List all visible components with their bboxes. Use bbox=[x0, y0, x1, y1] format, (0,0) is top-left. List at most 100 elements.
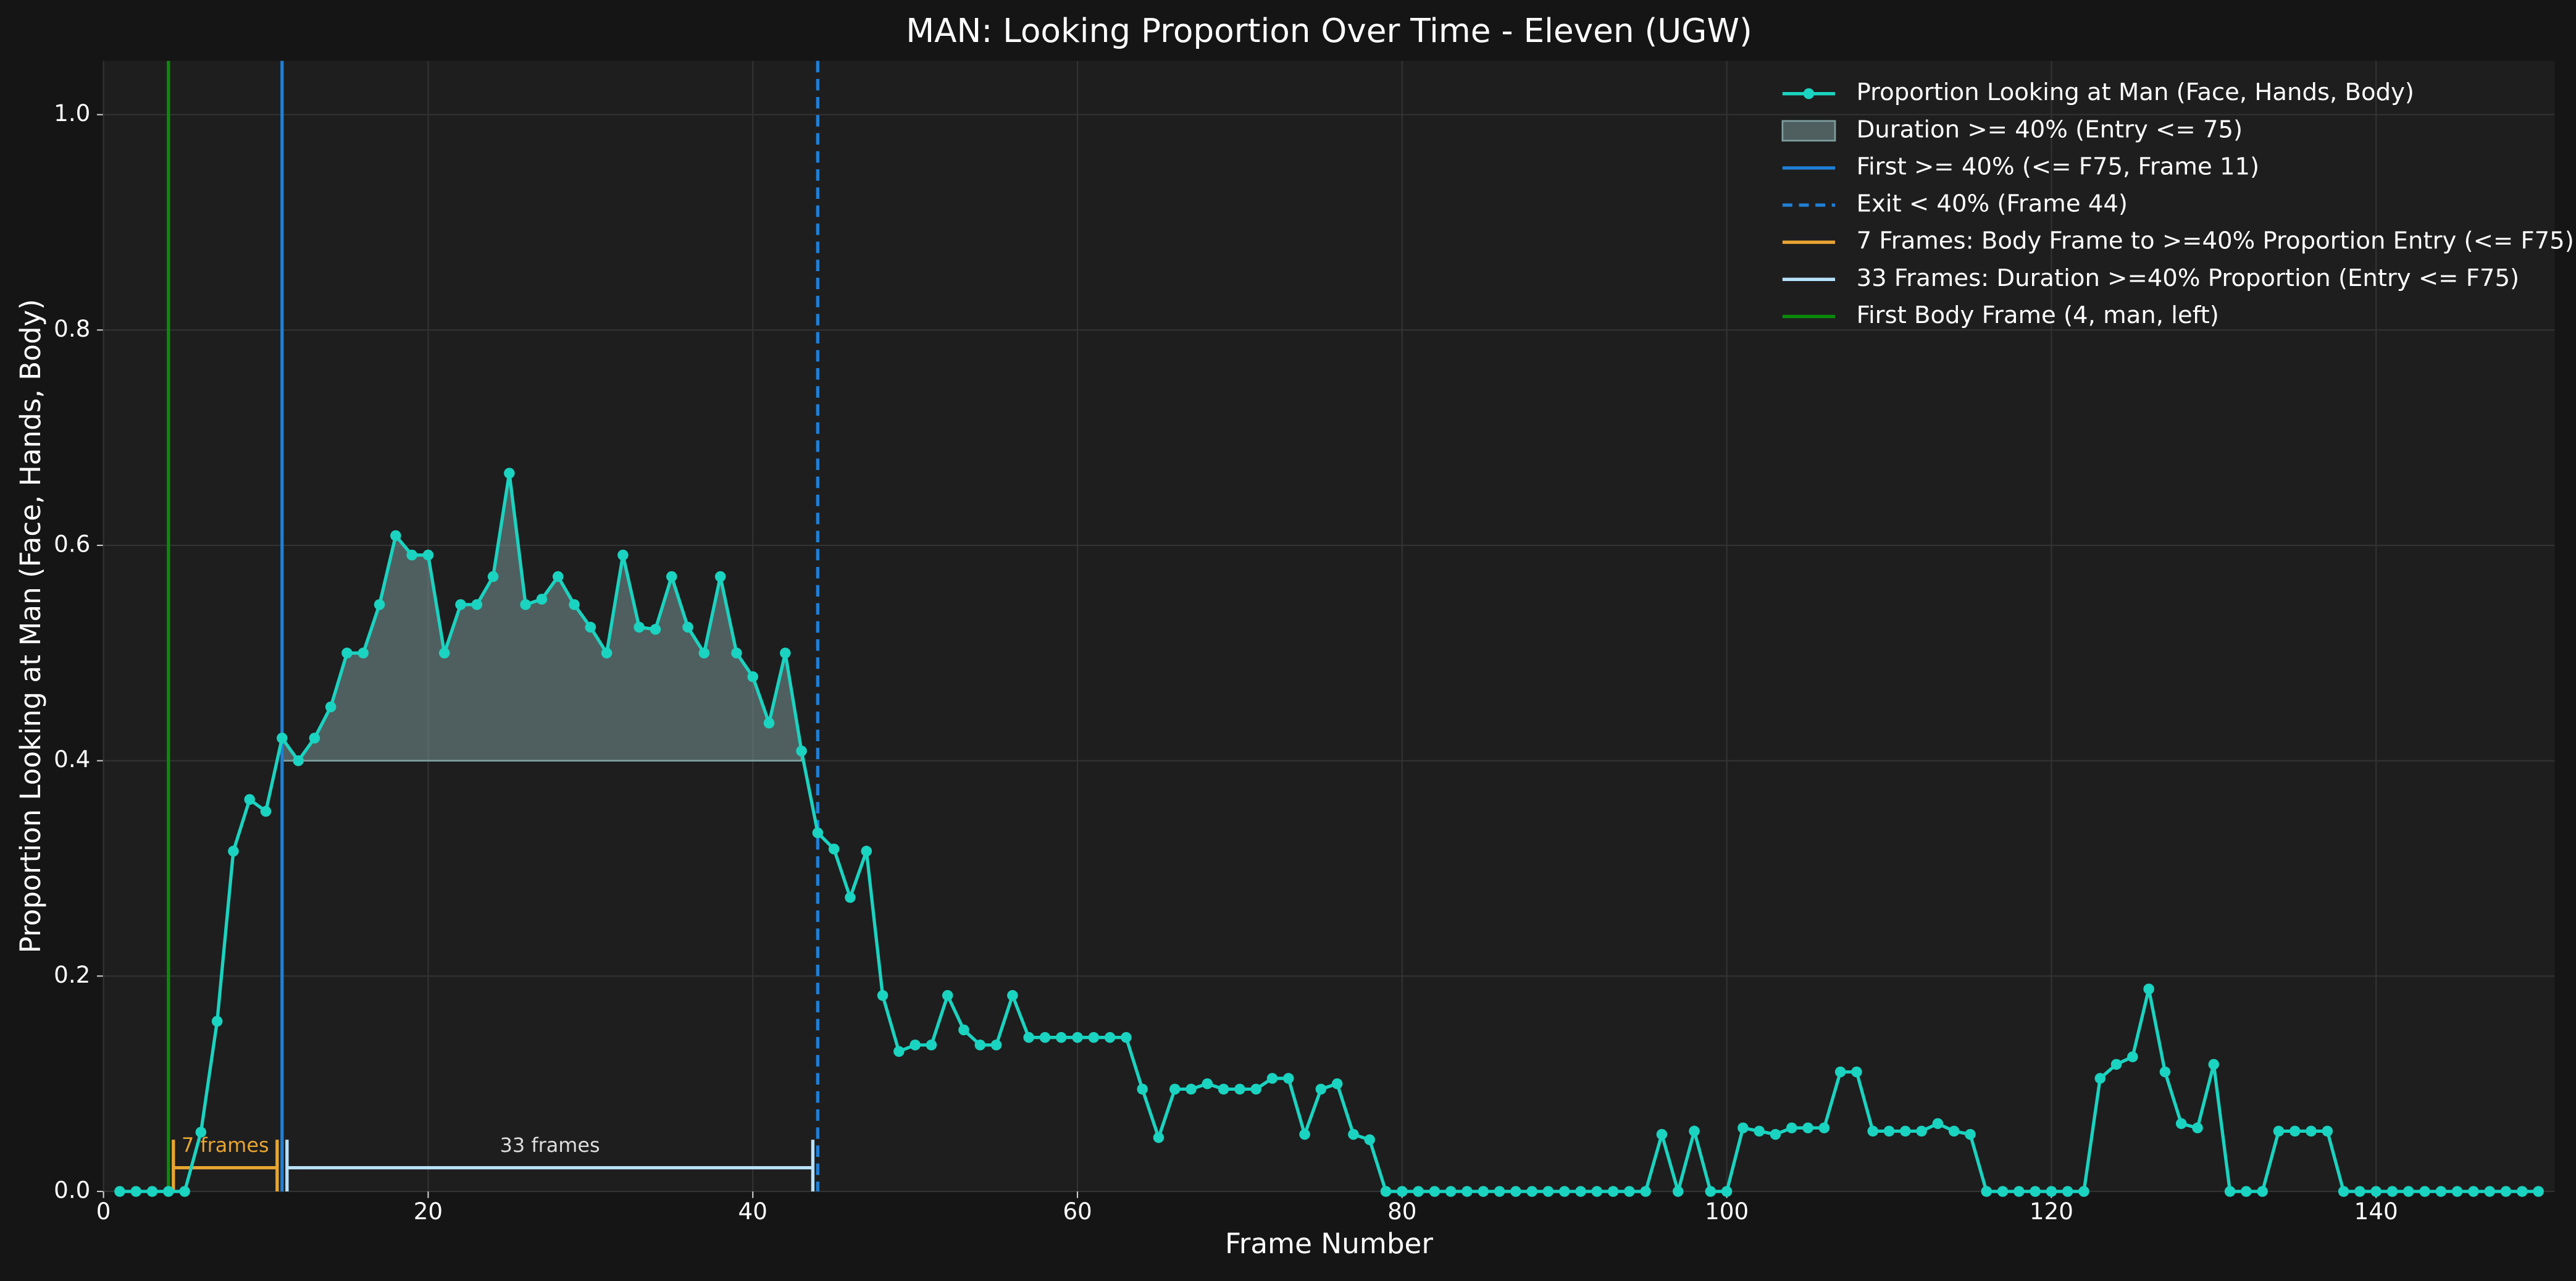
data-point bbox=[520, 599, 531, 610]
data-point bbox=[1965, 1128, 1976, 1140]
data-point bbox=[487, 571, 499, 582]
data-point bbox=[617, 549, 629, 561]
data-point bbox=[1234, 1083, 1245, 1095]
x-tick-label: 20 bbox=[414, 1198, 443, 1225]
data-point bbox=[1137, 1083, 1148, 1095]
data-point bbox=[1575, 1186, 1586, 1197]
data-point bbox=[374, 599, 385, 610]
data-point bbox=[2322, 1125, 2333, 1137]
data-point bbox=[2338, 1186, 2349, 1197]
data-point bbox=[1624, 1186, 1635, 1197]
data-point bbox=[1364, 1134, 1376, 1146]
data-point bbox=[1413, 1186, 1424, 1197]
legend-label: First Body Frame (4, man, left) bbox=[1857, 301, 2219, 329]
data-point bbox=[2289, 1125, 2301, 1137]
data-point bbox=[2468, 1186, 2479, 1197]
data-point bbox=[1186, 1083, 1197, 1095]
data-point bbox=[114, 1186, 125, 1197]
data-point bbox=[195, 1127, 207, 1138]
data-point bbox=[1558, 1186, 1570, 1197]
data-point bbox=[471, 599, 483, 610]
data-point bbox=[910, 1040, 921, 1051]
x-axis-label: Frame Number bbox=[1225, 1227, 1433, 1260]
data-point bbox=[682, 621, 693, 633]
data-point bbox=[1121, 1031, 1132, 1043]
data-point bbox=[1802, 1122, 1813, 1133]
data-point bbox=[2094, 1073, 2106, 1084]
y-axis-label: Proportion Looking at Man (Face, Hands, … bbox=[14, 299, 47, 953]
data-point bbox=[650, 624, 661, 635]
data-point bbox=[1397, 1186, 1408, 1197]
data-point bbox=[1689, 1125, 1700, 1137]
data-point bbox=[1331, 1078, 1343, 1090]
data-point bbox=[2517, 1186, 2528, 1197]
data-point bbox=[1721, 1186, 1733, 1197]
data-point bbox=[1770, 1128, 1781, 1140]
data-point bbox=[1818, 1122, 1830, 1133]
data-point bbox=[1705, 1186, 1717, 1197]
data-point bbox=[1088, 1031, 1100, 1043]
data-point bbox=[1510, 1186, 1521, 1197]
data-point bbox=[325, 701, 337, 713]
data-point bbox=[146, 1186, 158, 1197]
data-point bbox=[293, 755, 304, 766]
data-point bbox=[585, 621, 596, 633]
data-point bbox=[1202, 1078, 1213, 1090]
data-point bbox=[1932, 1118, 1944, 1129]
legend-label: Exit < 40% (Frame 44) bbox=[1857, 190, 2128, 218]
data-point bbox=[1738, 1122, 1749, 1133]
x-tick-label: 140 bbox=[2354, 1198, 2398, 1225]
data-point bbox=[1591, 1186, 1603, 1197]
data-point bbox=[893, 1046, 905, 1057]
data-point bbox=[1981, 1186, 1993, 1197]
data-point bbox=[1315, 1083, 1327, 1095]
data-point bbox=[130, 1186, 142, 1197]
data-line bbox=[119, 472, 2539, 1198]
data-point bbox=[1348, 1128, 1359, 1140]
data-point bbox=[1218, 1083, 1229, 1095]
data-point bbox=[1023, 1031, 1034, 1043]
data-point bbox=[1948, 1125, 1960, 1137]
legend-label: Duration >= 40% (Entry <= 75) bbox=[1857, 116, 2243, 143]
chart-title: MAN: Looking Proportion Over Time - Elev… bbox=[906, 12, 1752, 50]
data-point bbox=[163, 1186, 174, 1197]
x-tick-label: 80 bbox=[1387, 1198, 1416, 1225]
data-point bbox=[2402, 1186, 2414, 1197]
data-point bbox=[2273, 1125, 2285, 1137]
y-tick-label: 0.6 bbox=[54, 530, 90, 557]
data-point bbox=[1055, 1031, 1067, 1043]
data-point bbox=[358, 647, 369, 659]
x-tick-label: 40 bbox=[738, 1198, 767, 1225]
data-point bbox=[2257, 1186, 2268, 1197]
data-point bbox=[504, 468, 515, 479]
data-point bbox=[422, 549, 434, 561]
data-point bbox=[2062, 1186, 2073, 1197]
data-point bbox=[1153, 1132, 1165, 1143]
data-point bbox=[2110, 1059, 2122, 1070]
y-tick-label: 0.2 bbox=[54, 961, 90, 988]
data-point bbox=[2533, 1186, 2544, 1197]
data-point bbox=[1072, 1031, 1083, 1043]
data-point bbox=[1429, 1186, 1441, 1197]
data-point bbox=[1266, 1073, 1278, 1084]
x-tick-label: 100 bbox=[1705, 1198, 1749, 1225]
data-point bbox=[828, 843, 840, 855]
data-point bbox=[2370, 1186, 2382, 1197]
data-point bbox=[455, 599, 466, 610]
data-point bbox=[747, 671, 759, 682]
data-point bbox=[1283, 1073, 1294, 1084]
data-point bbox=[1169, 1083, 1181, 1095]
data-point bbox=[341, 647, 353, 659]
data-point bbox=[1104, 1031, 1116, 1043]
legend-swatch bbox=[1781, 120, 1836, 142]
data-point bbox=[974, 1040, 986, 1051]
data-point bbox=[2386, 1186, 2398, 1197]
x-tick-label: 0 bbox=[96, 1198, 111, 1225]
data-point bbox=[2078, 1186, 2089, 1197]
legend-label: 7 Frames: Body Frame to >=40% Proportion… bbox=[1857, 227, 2574, 255]
data-point bbox=[666, 571, 677, 582]
data-point bbox=[2419, 1186, 2430, 1197]
data-point bbox=[926, 1040, 937, 1051]
